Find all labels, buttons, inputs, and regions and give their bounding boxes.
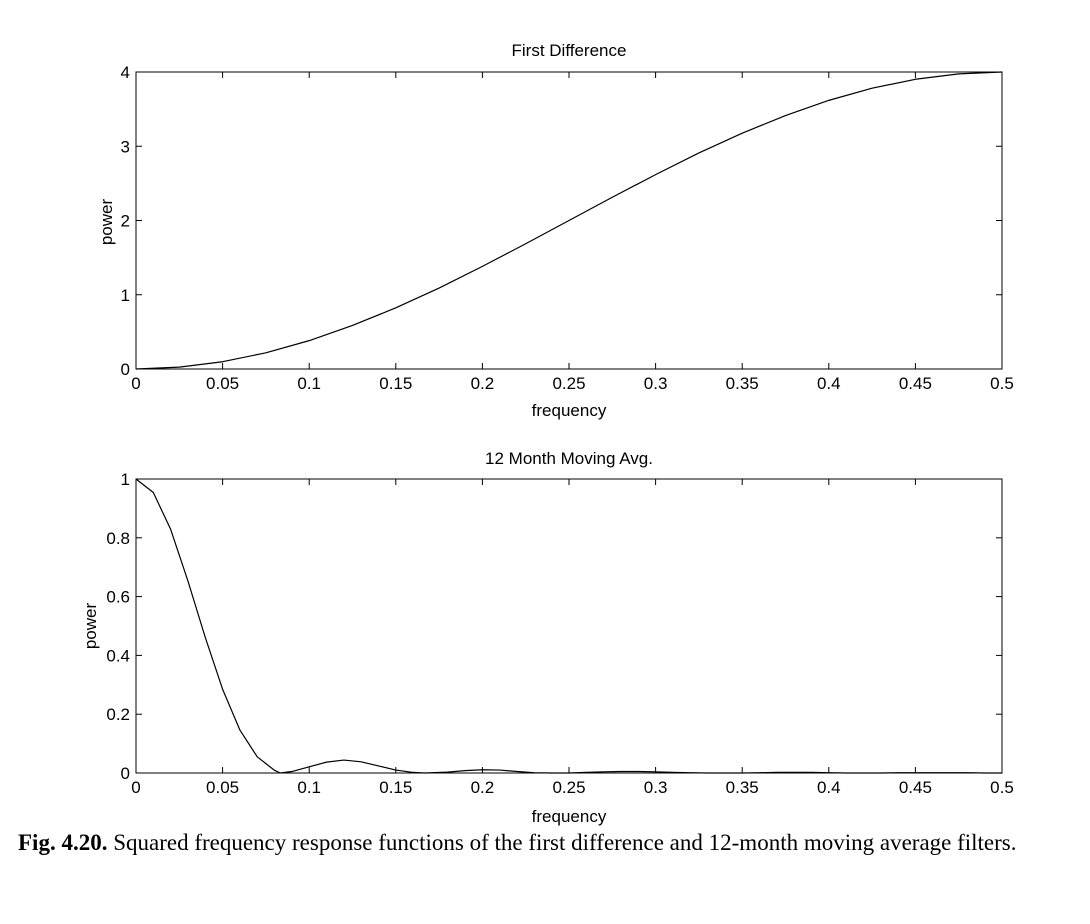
x-tick-label: 0.3: [644, 778, 668, 797]
plot-title: First Difference: [512, 41, 627, 60]
plot-frame: [135, 478, 1003, 774]
x-tick-label: 0.2: [471, 374, 495, 393]
x-tick-label: 0.05: [206, 374, 239, 393]
y-tick-label: 0: [121, 360, 130, 379]
caption-label: Fig. 4.20.: [18, 830, 108, 855]
x-tick-label: 0.5: [990, 778, 1014, 797]
x-tick-label: 0.45: [899, 778, 932, 797]
moving-average-plot: 12 Month Moving Avg. 0 0.05 0.1 0.15 0.2 0.25…: [81, 449, 1014, 826]
figure-caption: Fig. 4.20. Squared frequency response fu…: [18, 828, 1080, 858]
x-tick-label: 0.15: [379, 374, 412, 393]
y-tick-label: 3: [121, 137, 130, 156]
y-tick-label: 2: [121, 212, 130, 231]
x-tick-label: 0.1: [297, 374, 321, 393]
series-line-path: [135, 478, 1002, 774]
y-tick-label: 0.2: [106, 705, 130, 724]
figure: First Difference 0 0.05 0.1 0.15 0.2 0.25 0.3 0…: [81, 41, 1014, 826]
y-tick-label: 1: [121, 286, 130, 305]
y-tick-label: 1: [121, 470, 130, 489]
x-tick-label: 0.35: [726, 374, 759, 393]
x-tick-label: 0.05: [206, 778, 239, 797]
x-tick-labels: 0 0.05 0.1 0.15 0.2 0.25 0.3 0.35 0.4 0.45 0.5: [131, 374, 1014, 393]
tick-marks: [135, 71, 1003, 370]
x-tick-label: 0.35: [726, 778, 759, 797]
x-tick-label: 0: [131, 374, 140, 393]
x-tick-label: 0.45: [899, 374, 932, 393]
x-tick-label: 0.25: [552, 374, 585, 393]
y-tick-label: 4: [121, 63, 130, 82]
x-tick-label: 0.3: [644, 374, 668, 393]
y-tick-label: 0.8: [106, 529, 130, 548]
x-tick-label: 0: [131, 778, 140, 797]
caption-text: Squared frequency response functions of …: [113, 830, 1017, 855]
y-tick-label: 0.6: [106, 588, 130, 607]
x-tick-label: 0.25: [552, 778, 585, 797]
first-difference-plot: First Difference 0 0.05 0.1 0.15 0.2 0.25 0.3 0…: [97, 41, 1014, 420]
x-tick-label: 0.5: [990, 374, 1014, 393]
x-tick-label: 0.15: [379, 778, 412, 797]
tick-marks: [135, 478, 1003, 774]
x-axis-label: frequency: [532, 807, 607, 826]
y-tick-labels: 0 0.2 0.4 0.6 0.8 1: [106, 470, 130, 783]
x-tick-labels: 0 0.05 0.1 0.15 0.2 0.25 0.3 0.35 0.4 0.45 0.5: [131, 778, 1014, 797]
y-axis-label: power: [97, 199, 116, 246]
y-tick-label: 0: [121, 764, 130, 783]
plot-title: 12 Month Moving Avg.: [485, 449, 653, 468]
x-tick-label: 0.4: [817, 778, 841, 797]
series-line-path: [135, 71, 1003, 370]
series-line: [135, 71, 1003, 370]
x-tick-label: 0.1: [297, 778, 321, 797]
y-axis-label: power: [81, 603, 100, 650]
x-tick-label: 0.2: [471, 778, 495, 797]
y-tick-label: 0.4: [106, 646, 130, 665]
x-tick-label: 0.4: [817, 374, 841, 393]
series-line: [135, 478, 1002, 774]
y-tick-labels: 0 1 2 3 4: [121, 63, 130, 379]
x-axis-label: frequency: [532, 401, 607, 420]
